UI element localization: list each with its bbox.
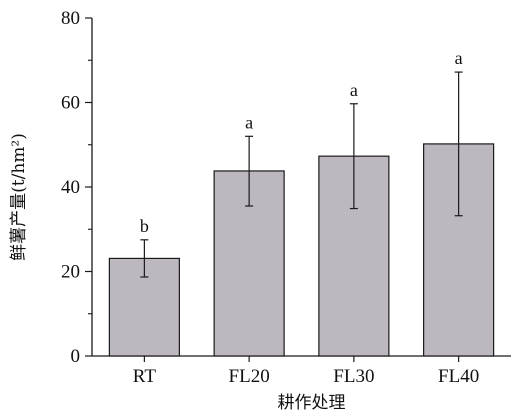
x-ticks: RT FL20 FL30 FL40 — [133, 356, 479, 387]
y-ticks: 0 20 40 60 80 — [61, 8, 92, 367]
error-bars — [140, 71, 463, 278]
y-tick-label-60: 60 — [61, 93, 80, 114]
y-tick-label-80: 80 — [61, 8, 80, 29]
significance-label-FL40: a — [455, 48, 463, 68]
significance-label-FL20: a — [245, 112, 253, 132]
x-tick-label-RT: RT — [133, 366, 157, 387]
x-axis-title: 耕作处理 — [278, 393, 346, 413]
significance-labels: b a a a — [140, 48, 463, 236]
significance-label-RT: b — [140, 216, 149, 236]
bars — [108, 143, 495, 357]
x-tick-label-FL40: FL40 — [438, 366, 479, 387]
y-axis-title: 鲜薯产量(t/hm²) — [9, 133, 29, 261]
y-tick-label-0: 0 — [71, 346, 81, 367]
x-tick-label-FL20: FL20 — [229, 366, 270, 387]
significance-label-FL30: a — [350, 80, 358, 100]
y-tick-label-20: 20 — [61, 262, 80, 283]
x-tick-label-FL30: FL30 — [333, 366, 374, 387]
y-tick-label-40: 40 — [61, 177, 80, 198]
